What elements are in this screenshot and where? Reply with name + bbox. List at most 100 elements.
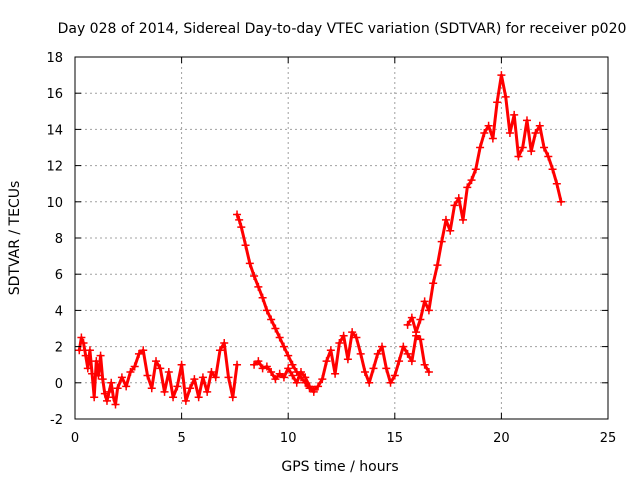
data-point <box>326 346 335 355</box>
data-point <box>77 333 86 342</box>
data-point <box>318 375 327 384</box>
data-point <box>235 215 244 224</box>
data-point <box>194 393 203 402</box>
data-point <box>292 378 301 387</box>
data-point <box>471 165 480 174</box>
data-point <box>177 360 186 369</box>
series-segment-4 <box>403 71 566 337</box>
data-point <box>412 328 421 337</box>
data-point <box>271 324 280 333</box>
data-point <box>233 210 242 219</box>
data-point <box>339 331 348 340</box>
data-point <box>92 357 101 366</box>
data-point <box>540 143 549 152</box>
y-tick-label: 12 <box>46 160 63 175</box>
data-point <box>407 313 416 322</box>
data-point <box>279 342 288 351</box>
data-point <box>557 197 566 206</box>
data-point <box>258 364 267 373</box>
y-tick-labels: -2 0 2 4 6 8 10 12 14 16 18 <box>46 51 63 428</box>
data-point <box>134 349 143 358</box>
data-point <box>296 367 305 376</box>
data-point <box>275 333 284 342</box>
data-point <box>510 110 519 119</box>
data-point <box>220 338 229 347</box>
data-point <box>407 357 416 366</box>
data-point <box>250 272 259 281</box>
data-point <box>288 360 297 369</box>
data-point <box>335 338 344 347</box>
data-point <box>399 342 408 351</box>
data-point <box>107 378 116 387</box>
data-point <box>497 71 506 80</box>
data-point <box>348 328 357 337</box>
x-tick-label: 5 <box>177 431 185 446</box>
axis-ticks <box>74 56 609 420</box>
data-point <box>488 134 497 143</box>
data-point <box>198 373 207 382</box>
data-point <box>382 364 391 373</box>
data-point <box>284 351 293 360</box>
y-tick-label: 2 <box>55 341 63 356</box>
data-point <box>284 364 293 373</box>
data-point <box>111 400 120 409</box>
series-segment-1 <box>75 333 242 409</box>
y-tick-label: 14 <box>46 123 63 138</box>
data-point <box>164 367 173 376</box>
data-point <box>459 215 468 224</box>
data-point <box>147 384 156 393</box>
data-point <box>288 371 297 380</box>
data-point <box>420 360 429 369</box>
data-point <box>79 338 88 347</box>
data-point <box>314 382 323 391</box>
data-point <box>416 335 425 344</box>
y-tick-label: 16 <box>46 87 63 102</box>
data-point <box>267 315 276 324</box>
x-tick-label: 0 <box>71 431 79 446</box>
series-trace <box>406 73 563 334</box>
data-point <box>552 179 561 188</box>
data-point <box>493 98 502 107</box>
data-point <box>207 367 216 376</box>
data-point <box>250 360 259 369</box>
data-point <box>535 121 544 130</box>
data-point <box>275 369 284 378</box>
x-tick-label: 25 <box>600 431 617 446</box>
x-axis-label: GPS time / hours <box>281 459 398 475</box>
data-point <box>476 143 485 152</box>
data-point <box>463 183 472 192</box>
data-point <box>548 165 557 174</box>
y-axis-label: SDTVAR / TECUs <box>7 181 23 296</box>
data-point <box>501 92 510 101</box>
data-point <box>262 306 271 315</box>
chart-title: Day 028 of 2014, Sidereal Day-to-day VTE… <box>58 21 627 37</box>
data-point <box>254 282 263 291</box>
data-point <box>484 121 493 130</box>
data-point <box>152 357 161 366</box>
data-point <box>126 367 135 376</box>
data-point <box>160 387 169 396</box>
data-point <box>117 373 126 382</box>
data-point <box>454 194 463 203</box>
series-trace <box>235 213 316 394</box>
data-point <box>81 351 90 360</box>
data-point <box>424 367 433 376</box>
data-point <box>356 349 365 358</box>
data-point <box>139 346 148 355</box>
data-point <box>156 364 165 373</box>
data-point <box>105 387 114 396</box>
y-tick-label: -2 <box>50 413 63 428</box>
data-point <box>527 147 536 156</box>
data-point <box>100 389 109 398</box>
data-point <box>518 143 527 152</box>
data-point <box>416 315 425 324</box>
data-point <box>480 129 489 138</box>
data-point <box>190 375 199 384</box>
data-point <box>395 357 404 366</box>
data-point <box>424 306 433 315</box>
data-point <box>531 129 540 138</box>
data-point <box>390 371 399 380</box>
data-point <box>88 369 97 378</box>
data-point <box>429 279 438 288</box>
data-point <box>245 259 254 268</box>
